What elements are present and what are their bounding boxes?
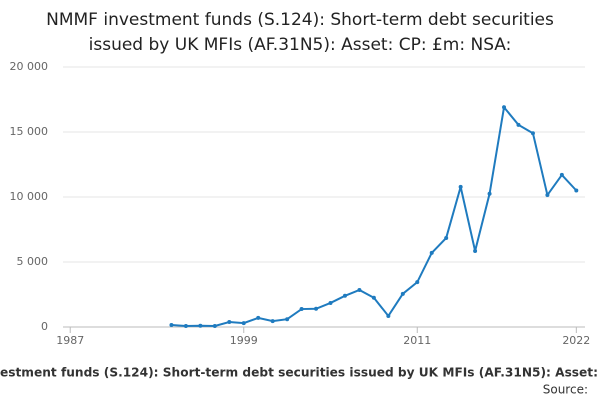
point — [400, 291, 405, 296]
point — [198, 323, 203, 328]
point — [516, 122, 521, 127]
point — [212, 323, 217, 328]
point — [227, 320, 232, 325]
y-tick-label: 15 000 — [10, 125, 49, 138]
point — [429, 250, 434, 255]
point — [502, 105, 507, 110]
point — [314, 306, 319, 311]
x-tick-label: 2011 — [403, 334, 431, 347]
point — [444, 235, 449, 240]
point — [285, 317, 290, 322]
y-tick-label: 5 000 — [17, 255, 49, 268]
point — [473, 248, 478, 253]
point — [241, 321, 246, 326]
point — [559, 172, 564, 177]
point — [270, 319, 275, 324]
point — [574, 188, 579, 193]
point — [256, 315, 261, 320]
source: Source: — [543, 383, 588, 397]
y-tick-label: 20 000 — [10, 60, 49, 73]
point — [169, 323, 174, 328]
chart-title: NMMF investment funds (S.124): Short-ter… — [46, 10, 554, 30]
point — [487, 191, 492, 196]
line — [171, 104, 578, 327]
point — [342, 293, 347, 298]
chart-title: issued by UK MFIs (AF.31N5): Asset: CP: … — [89, 35, 512, 55]
point — [183, 323, 188, 328]
point — [371, 295, 376, 300]
point — [299, 307, 304, 312]
x-tick-label: 1987 — [56, 334, 84, 347]
point — [328, 300, 333, 305]
point — [386, 313, 391, 318]
point — [545, 193, 550, 198]
x-tick-label: 2022 — [562, 334, 590, 347]
y-tick-label: 0 — [41, 320, 48, 333]
point — [357, 287, 362, 292]
point — [530, 131, 535, 136]
footer-title: estment funds (S.124): Short-term debt s… — [0, 366, 598, 380]
y-tick-label: 10 000 — [10, 190, 49, 203]
point — [458, 184, 463, 189]
x-tick-label: 1999 — [230, 334, 258, 347]
point — [415, 280, 420, 285]
